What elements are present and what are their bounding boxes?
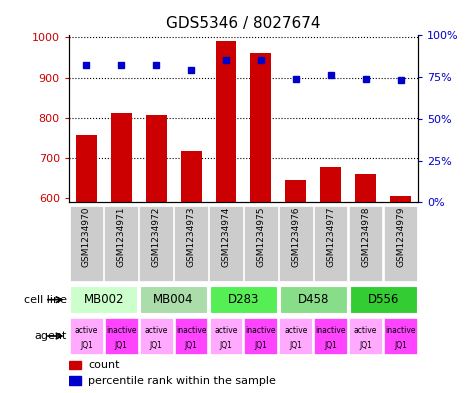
Text: JQ1: JQ1 [185, 342, 198, 350]
Text: active: active [214, 326, 238, 334]
Text: GSM1234970: GSM1234970 [82, 207, 91, 267]
Bar [390, 196, 411, 202]
Text: inactive: inactive [106, 326, 136, 334]
Bar [210, 286, 277, 313]
Text: MB004: MB004 [153, 292, 194, 306]
Text: JQ1: JQ1 [80, 342, 93, 350]
Bar [105, 318, 138, 354]
Text: MB002: MB002 [84, 292, 124, 306]
Bar [314, 318, 347, 354]
Text: GSM1234973: GSM1234973 [187, 207, 196, 267]
Text: JQ1: JQ1 [115, 342, 128, 350]
Text: GSM1234971: GSM1234971 [117, 207, 126, 267]
Text: active: active [284, 326, 307, 334]
Text: inactive: inactive [176, 326, 206, 334]
Text: inactive: inactive [385, 326, 416, 334]
Bar [384, 206, 418, 281]
Bar [69, 376, 81, 385]
Bar [175, 318, 208, 354]
Text: agent: agent [34, 331, 66, 341]
Text: JQ1: JQ1 [394, 342, 407, 350]
Text: JQ1: JQ1 [359, 342, 372, 350]
Bar [180, 151, 201, 202]
Bar [349, 206, 382, 281]
Text: D283: D283 [228, 292, 259, 306]
Text: inactive: inactive [315, 326, 346, 334]
Bar [209, 318, 242, 354]
Bar [69, 361, 81, 369]
Bar [384, 318, 417, 354]
Bar [140, 286, 207, 313]
Title: GDS5346 / 8027674: GDS5346 / 8027674 [166, 17, 321, 31]
Bar [69, 206, 103, 281]
Bar [349, 318, 382, 354]
Text: JQ1: JQ1 [219, 342, 232, 350]
Text: GSM1234979: GSM1234979 [396, 207, 405, 267]
Text: active: active [354, 326, 377, 334]
Text: GSM1234978: GSM1234978 [361, 207, 370, 267]
Bar [140, 318, 172, 354]
Text: JQ1: JQ1 [289, 342, 302, 350]
Bar [104, 206, 138, 281]
Text: active: active [75, 326, 98, 334]
Bar [70, 318, 103, 354]
Text: cell line: cell line [23, 295, 67, 305]
Text: percentile rank within the sample: percentile rank within the sample [88, 376, 276, 386]
Bar [216, 41, 237, 202]
Text: active: active [144, 326, 168, 334]
Bar [70, 286, 137, 313]
Bar [279, 206, 313, 281]
Text: JQ1: JQ1 [255, 342, 267, 350]
Text: GSM1234974: GSM1234974 [221, 207, 230, 267]
Text: GSM1234976: GSM1234976 [291, 207, 300, 267]
Bar [279, 318, 312, 354]
Text: D556: D556 [367, 292, 399, 306]
Bar [250, 53, 271, 202]
Text: GSM1234977: GSM1234977 [326, 207, 335, 267]
Text: GSM1234972: GSM1234972 [152, 207, 161, 267]
Bar [146, 116, 167, 202]
Bar [314, 206, 348, 281]
Bar [111, 113, 132, 202]
Text: count: count [88, 360, 120, 370]
Bar [209, 206, 243, 281]
Bar [355, 174, 376, 202]
Bar [280, 286, 347, 313]
Bar [76, 135, 97, 202]
Text: JQ1: JQ1 [324, 342, 337, 350]
Text: GSM1234975: GSM1234975 [256, 207, 266, 267]
Bar [320, 167, 341, 202]
Bar [244, 206, 278, 281]
Bar [139, 206, 173, 281]
Bar [245, 318, 277, 354]
Bar [285, 180, 306, 202]
Text: JQ1: JQ1 [150, 342, 162, 350]
Bar [350, 286, 417, 313]
Text: D458: D458 [297, 292, 329, 306]
Bar [174, 206, 208, 281]
Text: inactive: inactive [246, 326, 276, 334]
